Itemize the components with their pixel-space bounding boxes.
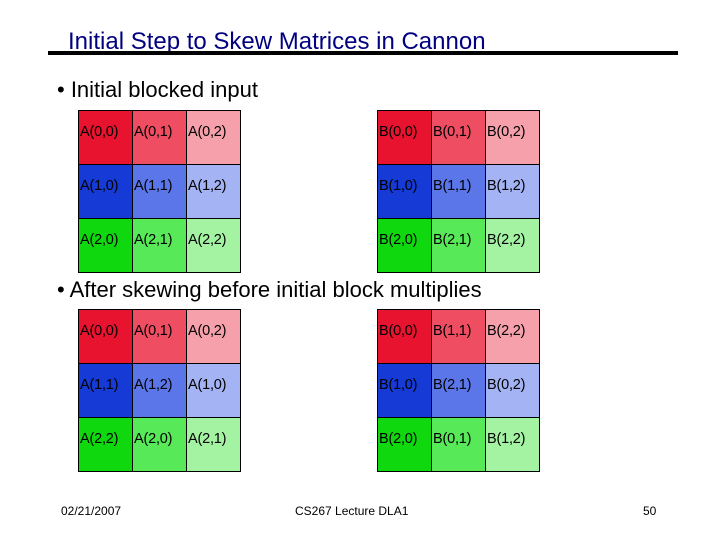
matrix-a-skewed: A(0,0) A(0,1) A(0,2) A(1,1) A(1,2) A(1,0) A(2,… — [78, 309, 241, 472]
matrix-block: A(0,1) — [133, 111, 187, 165]
matrix-block: A(0,0) — [79, 111, 133, 165]
matrix-block: B(0,2) — [486, 364, 540, 418]
bullet-after-skewing: • After skewing before initial block mul… — [57, 277, 482, 302]
matrix-block: A(2,2) — [187, 219, 241, 273]
matrix-block: B(1,1) — [432, 165, 486, 219]
slide-title: Initial Step to Skew Matrices in Cannon — [68, 28, 486, 55]
matrix-block: A(1,1) — [133, 165, 187, 219]
matrix-block: A(0,2) — [187, 111, 241, 165]
matrix-b-initial: B(0,0) B(0,1) B(0,2) B(1,0) B(1,1) B(1,2) B(2,… — [377, 110, 540, 273]
matrix-block: B(1,0) — [378, 364, 432, 418]
bullet-initial-input: • Initial blocked input — [57, 77, 258, 102]
matrix-block: A(0,1) — [133, 310, 187, 364]
matrix-block: A(1,0) — [79, 165, 133, 219]
matrix-block: A(2,1) — [133, 219, 187, 273]
matrix-a-initial: A(0,0) A(0,1) A(0,2) A(1,0) A(1,1) A(1,2) A(2,… — [78, 110, 241, 273]
footer-date: 02/21/2007 — [61, 504, 122, 518]
matrix-block: A(1,1) — [79, 364, 133, 418]
matrix-block: A(2,0) — [79, 219, 133, 273]
matrix-block: B(1,0) — [378, 165, 432, 219]
matrix-block: B(0,1) — [432, 111, 486, 165]
matrix-block: A(1,0) — [187, 364, 241, 418]
matrix-block: A(1,2) — [133, 364, 187, 418]
title-underline — [48, 51, 678, 55]
matrix-block: B(2,0) — [378, 418, 432, 472]
matrix-b-skewed: B(0,0) B(1,1) B(2,2) B(1,0) B(2,1) B(0,2) B(2,… — [377, 309, 540, 472]
matrix-block: B(2,2) — [486, 219, 540, 273]
matrix-block: B(0,1) — [432, 418, 486, 472]
matrix-block: B(0,0) — [378, 111, 432, 165]
footer-course: CS267 Lecture DLA1 — [295, 504, 409, 518]
matrix-block: B(2,2) — [486, 310, 540, 364]
matrix-block: A(1,2) — [187, 165, 241, 219]
matrix-block: B(1,1) — [432, 310, 486, 364]
matrix-block: B(1,2) — [486, 165, 540, 219]
matrix-block: B(2,0) — [378, 219, 432, 273]
matrix-block: A(0,2) — [187, 310, 241, 364]
matrix-block: A(2,2) — [79, 418, 133, 472]
matrix-block: B(2,1) — [432, 219, 486, 273]
matrix-block: B(0,2) — [486, 111, 540, 165]
matrix-block: A(2,1) — [187, 418, 241, 472]
matrix-block: B(0,0) — [378, 310, 432, 364]
matrix-block: A(0,0) — [79, 310, 133, 364]
matrix-block: A(2,0) — [133, 418, 187, 472]
footer-page-number: 50 — [643, 504, 657, 518]
matrix-block: B(1,2) — [486, 418, 540, 472]
matrix-block: B(2,1) — [432, 364, 486, 418]
